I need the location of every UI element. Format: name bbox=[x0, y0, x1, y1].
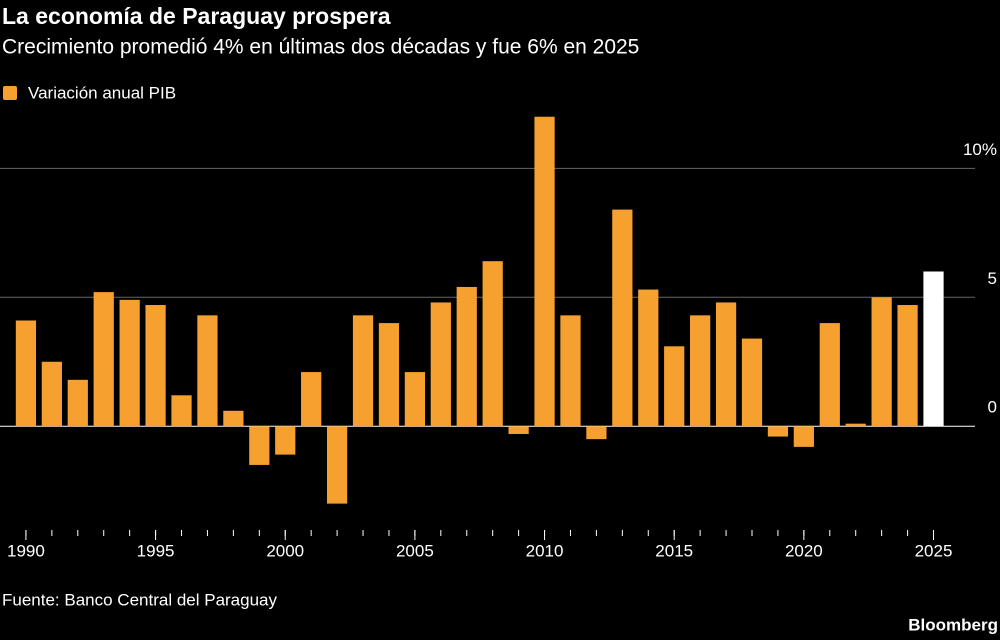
bar bbox=[819, 323, 840, 427]
bar bbox=[430, 302, 451, 427]
bar bbox=[664, 346, 685, 427]
bar bbox=[352, 315, 374, 427]
y-tick-label: 0 bbox=[988, 398, 997, 417]
bar bbox=[119, 299, 140, 427]
x-tick-label: 2025 bbox=[915, 541, 953, 560]
bar bbox=[508, 426, 529, 434]
bar bbox=[93, 292, 114, 427]
bar bbox=[871, 297, 892, 427]
chart-subtitle: Crecimiento promedió 4% en últimas dos d… bbox=[2, 36, 639, 59]
bar bbox=[715, 302, 737, 427]
y-tick-label: 5 bbox=[988, 269, 997, 288]
x-tick-label: 1995 bbox=[137, 541, 175, 560]
bar bbox=[41, 361, 62, 427]
credit: Bloomberg bbox=[908, 615, 998, 634]
bar bbox=[223, 410, 244, 427]
bar bbox=[67, 379, 88, 427]
bar bbox=[197, 315, 218, 427]
bar bbox=[767, 426, 789, 437]
legend-swatch bbox=[3, 86, 17, 100]
x-tick-label: 2015 bbox=[655, 541, 693, 560]
y-tick-label: 10% bbox=[963, 140, 997, 159]
bar bbox=[145, 305, 166, 427]
bar bbox=[15, 320, 37, 427]
legend-label: Variación anual PIB bbox=[28, 83, 176, 102]
bar bbox=[456, 286, 477, 427]
bar bbox=[482, 261, 503, 427]
bar bbox=[741, 338, 763, 427]
bar bbox=[326, 426, 348, 504]
bar bbox=[638, 289, 659, 427]
source: Fuente: Banco Central del Paraguay bbox=[2, 590, 278, 609]
bar bbox=[793, 426, 814, 447]
bar bbox=[560, 315, 581, 427]
bar bbox=[923, 271, 944, 427]
bar bbox=[378, 323, 400, 427]
chart-title: La economía de Paraguay prospera bbox=[2, 3, 391, 29]
bar bbox=[897, 305, 918, 427]
bar bbox=[690, 315, 711, 427]
bar bbox=[171, 395, 192, 427]
x-tick-label: 2005 bbox=[396, 541, 434, 560]
x-tick-label: 2010 bbox=[526, 541, 564, 560]
bar bbox=[249, 426, 270, 465]
x-tick-label: 1990 bbox=[7, 541, 45, 560]
bar bbox=[301, 372, 322, 427]
bar bbox=[612, 209, 633, 427]
bar bbox=[534, 116, 555, 427]
bar bbox=[275, 426, 296, 455]
bar bbox=[586, 426, 607, 440]
bar bbox=[404, 372, 426, 427]
bar bbox=[845, 423, 866, 427]
x-tick-label: 2020 bbox=[785, 541, 823, 560]
x-tick-label: 2000 bbox=[266, 541, 304, 560]
